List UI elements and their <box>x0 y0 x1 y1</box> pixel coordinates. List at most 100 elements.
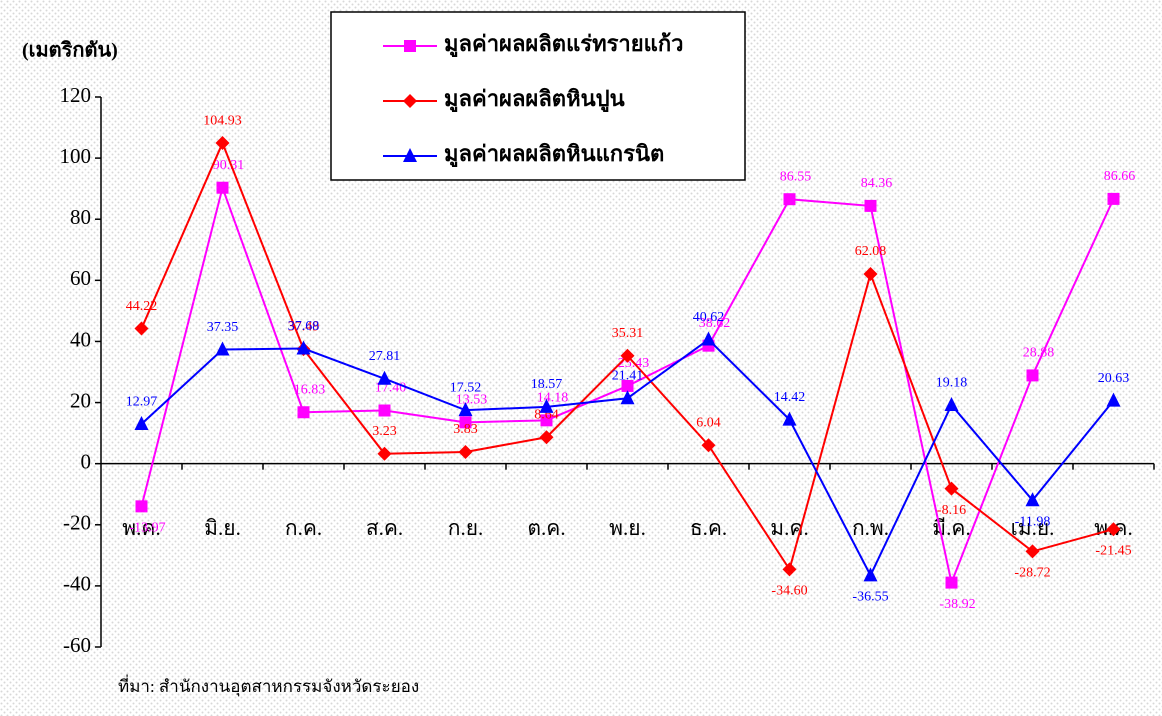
data-point <box>296 340 311 355</box>
data-point <box>782 411 797 426</box>
data-label: 35.31 <box>612 326 644 341</box>
data-point <box>215 136 230 151</box>
data-label: 16.83 <box>294 382 326 397</box>
data-label: -38.92 <box>939 597 975 612</box>
data-label: 62.08 <box>855 244 887 259</box>
legend-label: มูลค่าผลผลิตแร่ทรายแก้ว <box>444 31 684 58</box>
y-tick-label: -60 <box>63 633 91 657</box>
data-label: 3.23 <box>372 424 397 439</box>
data-point <box>1106 392 1121 407</box>
data-point <box>297 406 310 419</box>
legend-marker <box>403 148 417 162</box>
data-label: 12.97 <box>126 394 158 409</box>
y-axis-label: (เมตริกตัน) <box>22 40 118 62</box>
data-point <box>782 562 797 577</box>
data-point <box>216 181 229 194</box>
x-tick-label: ก.ย. <box>448 516 484 540</box>
data-label: -34.60 <box>771 584 807 599</box>
x-tick-label: ธ.ค. <box>690 516 727 540</box>
x-tick-label: พ.ค. <box>122 516 160 540</box>
y-tick-label: 100 <box>60 144 92 168</box>
x-tick-label: ก.พ. <box>852 516 889 540</box>
legend-label: มูลค่าผลผลิตหินปูน <box>444 86 625 113</box>
data-label: 38.62 <box>699 316 731 331</box>
source-note: ที่มา: สำนักงานอุตสาหกรรมจังหวัดระยอง <box>118 674 419 697</box>
data-point <box>378 404 391 417</box>
data-point <box>1026 369 1039 382</box>
legend-box <box>330 11 746 181</box>
data-label: 37.49 <box>288 319 320 334</box>
data-label: 13.53 <box>456 393 488 408</box>
data-label: 40.62 <box>693 310 725 325</box>
data-label: -28.72 <box>1014 566 1050 581</box>
data-point <box>458 444 473 459</box>
data-point <box>215 341 230 356</box>
data-label: 14.18 <box>537 391 569 406</box>
data-label: 90.31 <box>213 158 245 173</box>
data-label: 86.66 <box>1104 169 1136 184</box>
y-tick-label: 20 <box>70 388 91 412</box>
data-point <box>458 402 473 417</box>
data-label: 84.36 <box>861 176 893 191</box>
data-point <box>539 398 554 413</box>
data-label: -13.97 <box>129 521 165 536</box>
y-tick-label: 60 <box>70 266 91 290</box>
data-label: 18.57 <box>531 377 563 392</box>
data-label: 44.22 <box>126 299 158 314</box>
y-tick-label: -20 <box>63 511 91 535</box>
data-point <box>134 416 149 431</box>
x-tick-label: ส.ค. <box>366 516 403 540</box>
data-point <box>1107 192 1120 205</box>
data-point <box>945 576 958 589</box>
x-tick-label: มิ.ย. <box>204 516 241 540</box>
data-point <box>864 199 877 212</box>
data-label: 14.42 <box>774 390 806 405</box>
data-label: 86.55 <box>780 169 812 184</box>
data-point <box>863 567 878 582</box>
data-point <box>539 430 554 445</box>
legend-marker <box>403 94 417 108</box>
data-point <box>540 414 553 427</box>
data-label: 28.88 <box>1023 346 1055 361</box>
data-label: 20.63 <box>1098 371 1130 386</box>
data-label: 104.93 <box>203 113 242 128</box>
legend-label: มูลค่าผลผลิตหินแกรนิต <box>444 141 664 168</box>
data-label: 27.81 <box>369 349 401 364</box>
data-point <box>701 438 716 453</box>
y-tick-label: 40 <box>70 327 91 351</box>
data-label: 37.35 <box>207 320 239 335</box>
data-label: -8.16 <box>937 503 966 518</box>
data-label: -11.98 <box>1015 514 1051 529</box>
data-point <box>620 348 635 363</box>
y-tick-label: 0 <box>81 449 92 473</box>
y-tick-label: 80 <box>70 205 91 229</box>
data-label: 3.83 <box>453 422 478 437</box>
x-tick-label: พ.ย. <box>609 516 646 540</box>
data-point <box>1025 492 1040 507</box>
data-point <box>620 390 635 405</box>
x-tick-label: ก.ค. <box>285 516 322 540</box>
data-point <box>134 321 149 336</box>
data-point <box>863 266 878 281</box>
x-tick-label: เม.ย. <box>1011 516 1055 540</box>
data-point <box>701 331 716 346</box>
data-point <box>621 379 634 392</box>
data-point <box>783 193 796 206</box>
data-label: -21.45 <box>1095 543 1131 558</box>
data-label: 19.18 <box>936 375 968 390</box>
data-point <box>377 370 392 385</box>
data-point <box>944 481 959 496</box>
data-label: 21.41 <box>612 368 644 383</box>
data-point <box>135 500 148 513</box>
data-label: 17.52 <box>450 380 482 395</box>
data-point <box>1106 522 1121 537</box>
data-label: -36.55 <box>852 590 888 605</box>
data-point <box>459 416 472 429</box>
data-point <box>944 397 959 412</box>
y-tick-label: -40 <box>63 572 91 596</box>
data-label: 37.68 <box>288 319 320 334</box>
legend-marker <box>404 40 416 52</box>
x-tick-label: ต.ค. <box>527 516 565 540</box>
data-point <box>1025 544 1040 559</box>
